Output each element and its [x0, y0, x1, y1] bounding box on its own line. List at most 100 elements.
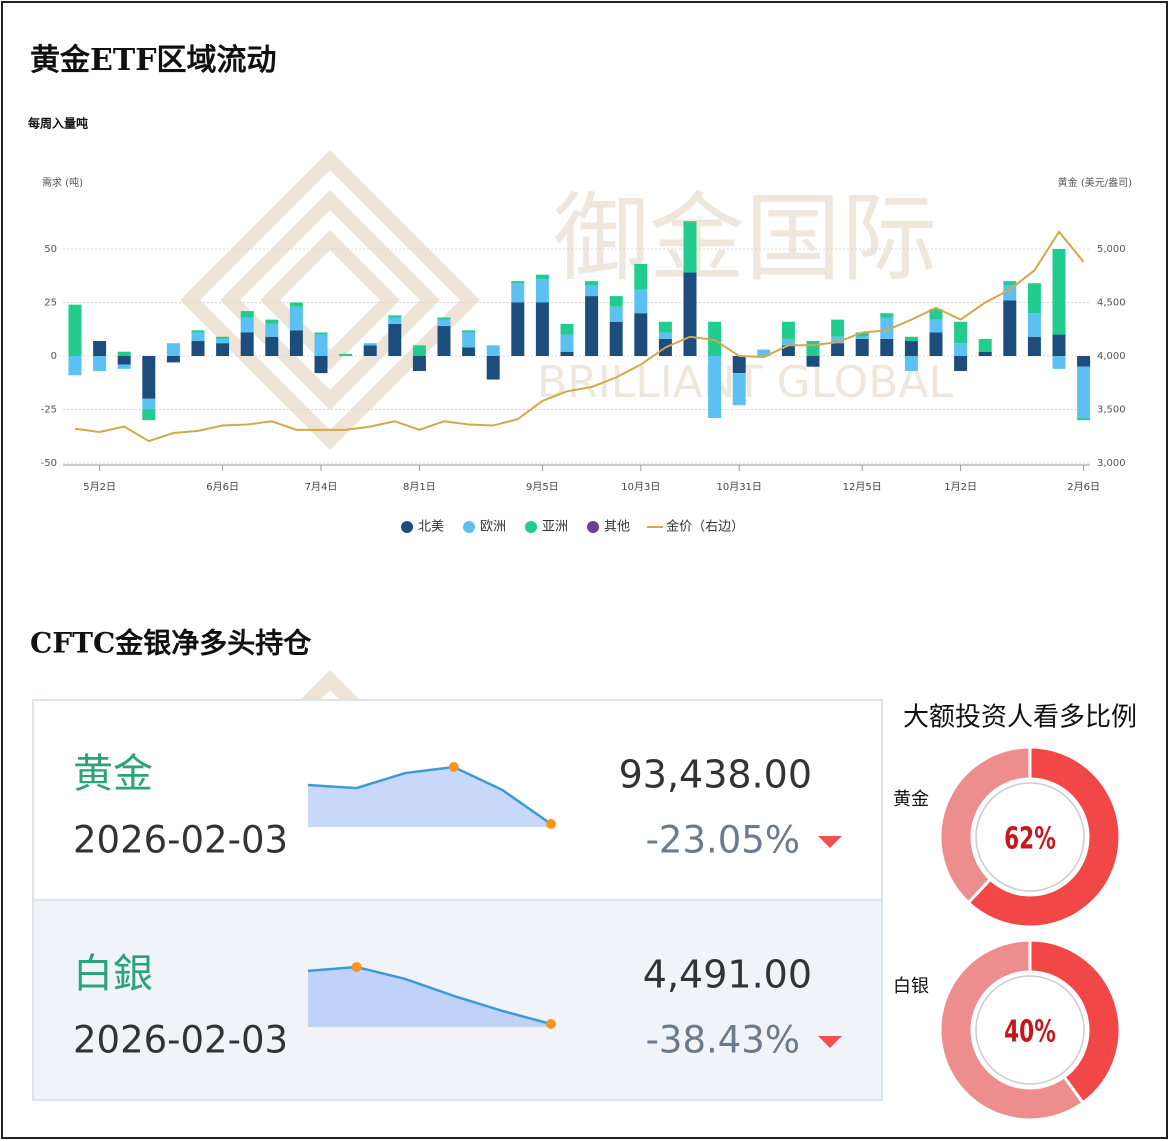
bar-segment — [339, 353, 353, 356]
sparkline — [307, 765, 552, 826]
x-tick-label: 10月3日 — [621, 481, 660, 493]
bar-segment — [191, 341, 205, 356]
legend-label: 金价（右边） — [666, 519, 744, 535]
y-tick-label: 50 — [44, 244, 57, 255]
x-tick-label: 8月1日 — [403, 481, 436, 493]
legend-swatch — [401, 521, 413, 533]
legend-label: 亚洲 — [542, 520, 568, 535]
donut-slice — [1028, 938, 1122, 1105]
bar-segment — [216, 343, 230, 356]
bar-segment — [634, 289, 648, 314]
bar-segment — [314, 356, 328, 374]
sparkline-dot — [448, 762, 459, 772]
chart-title: 黄金ETF区域流动 — [30, 43, 277, 78]
bar-segment — [265, 319, 279, 324]
bar-segment — [117, 356, 131, 365]
bar-segment — [363, 345, 377, 356]
bar-segment — [904, 356, 918, 371]
position-value: 93,438.00 — [619, 753, 812, 797]
bar-segment — [732, 373, 746, 406]
bar-segment — [166, 356, 180, 363]
y-tick-label: 0 — [51, 351, 57, 362]
bar-segment — [462, 332, 476, 348]
bar-segment — [437, 319, 451, 327]
bar-segment — [831, 336, 845, 344]
down-arrow — [818, 836, 842, 848]
y2-tick-label: 5,000 — [1097, 244, 1126, 255]
chart-subtitle: 每周入量吨 — [28, 116, 88, 131]
y-tick-label: 25 — [44, 298, 57, 309]
bar-segment — [535, 302, 549, 356]
bar-segment — [708, 321, 722, 356]
bar-segment — [929, 332, 943, 356]
bar-segment — [462, 330, 476, 333]
bar-segment — [1077, 366, 1091, 419]
bar-segment — [831, 319, 845, 337]
bar-segment — [855, 336, 869, 339]
bar-segment — [388, 315, 402, 318]
report-date: 2026-02-03 — [73, 1019, 288, 1062]
bar-segment — [1027, 336, 1041, 356]
bar-segment — [166, 343, 180, 356]
bar-segment — [486, 356, 500, 380]
donut-title: 大额投资人看多比例 — [903, 703, 1137, 733]
y-tick-label: -50 — [41, 458, 57, 469]
donut-hole — [975, 782, 1085, 892]
bar-segment — [412, 345, 426, 356]
donut-label: 白银 — [893, 976, 929, 997]
bar-segment — [929, 319, 943, 333]
bar-segment — [1027, 313, 1041, 337]
bar-segment — [560, 323, 574, 335]
bar-segment — [314, 332, 328, 335]
bar-segment — [683, 221, 697, 273]
bar-segment — [880, 317, 894, 339]
bar-segment — [1003, 285, 1017, 301]
bar-segment — [929, 308, 943, 320]
donut-hole — [975, 975, 1085, 1085]
row-bg — [32, 899, 883, 1101]
bar-segment — [535, 278, 549, 303]
bar-segment — [1052, 249, 1066, 335]
y-axis-label: 需求 (吨) — [42, 176, 83, 189]
x-tick-label: 2月6日 — [1067, 481, 1100, 493]
sparkline-area — [308, 967, 551, 1027]
bar-segment — [142, 398, 156, 410]
sparkline-area — [308, 767, 551, 827]
bar-segment — [363, 343, 377, 346]
bar-segment — [658, 321, 672, 333]
bar-segment — [757, 349, 771, 356]
bar-segment — [609, 321, 623, 356]
bar-segment — [142, 356, 156, 399]
bar-segment — [658, 332, 672, 339]
bar-segment — [634, 313, 648, 356]
bar-segment — [142, 409, 156, 421]
bar-segment — [388, 323, 402, 356]
bar-segment — [511, 281, 525, 284]
bar-segment — [609, 296, 623, 307]
position-change: -23.05% — [646, 819, 800, 862]
sparkline-dot — [351, 962, 362, 972]
bar-segment — [511, 302, 525, 356]
legend-label: 其他 — [604, 520, 630, 535]
bar-segment — [855, 338, 869, 356]
bar-segment — [1077, 356, 1091, 367]
y-tick-label: -25 — [41, 405, 57, 416]
bar-segment — [1027, 283, 1041, 314]
bar-segment — [585, 285, 599, 297]
asset-name: 白銀 — [73, 951, 153, 997]
bar-segment — [954, 356, 968, 371]
x-tick-label: 7月4日 — [305, 481, 338, 493]
legend-swatch — [525, 521, 538, 533]
bar-segment — [855, 332, 869, 337]
asset-name: 黄金 — [73, 751, 153, 797]
bar-segment — [289, 306, 303, 331]
bar-segment — [93, 356, 107, 371]
legend-swatch — [587, 521, 600, 533]
watermark-cn: 御金国际 — [553, 182, 937, 294]
bar-segment — [535, 274, 549, 279]
bar-segment — [806, 356, 820, 367]
bar-segment — [880, 313, 894, 318]
bar-segment — [265, 323, 279, 337]
bar-segment — [683, 272, 697, 356]
y2-tick-label: 3,000 — [1097, 458, 1126, 469]
